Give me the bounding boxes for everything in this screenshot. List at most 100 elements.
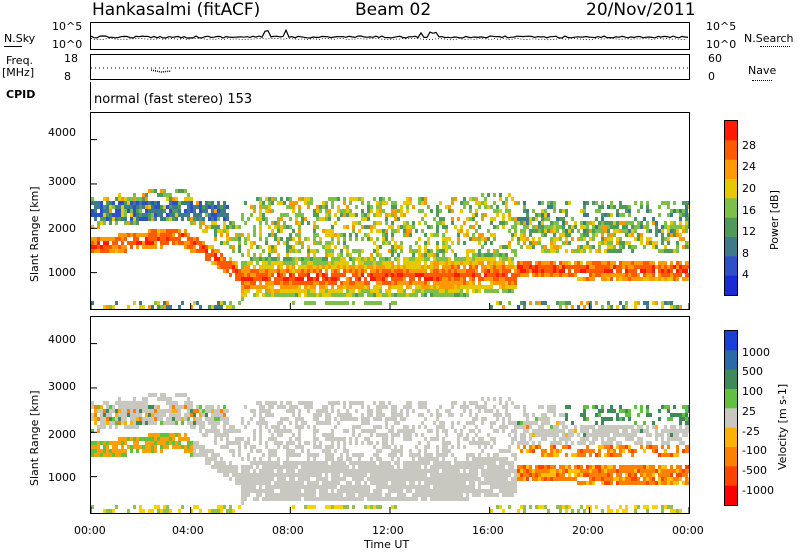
velocity-cell: [271, 449, 274, 453]
velocity-cell: [232, 441, 235, 445]
velocity-cell: [115, 417, 118, 421]
velocity-cell: [535, 429, 538, 433]
velocity-cell: [547, 469, 550, 473]
power-cell: [583, 205, 586, 209]
power-cell: [265, 273, 268, 277]
velocity-cell: [565, 505, 568, 509]
power-cell: [448, 265, 451, 269]
velocity-cell: [226, 421, 229, 425]
power-cell: [214, 257, 217, 261]
velocity-cell: [259, 429, 262, 433]
power-cell: [277, 277, 280, 281]
velocity-cell: [169, 437, 172, 441]
power-cell: [178, 209, 181, 213]
velocity-cell: [418, 441, 421, 445]
velocity-cell: [490, 473, 493, 477]
power-cell: [205, 201, 208, 205]
velocity-cell: [415, 445, 418, 449]
power-cell: [448, 237, 451, 241]
power-cell: [481, 245, 484, 249]
velocity-cell: [553, 437, 556, 441]
power-cell: [385, 273, 388, 277]
velocity-cell: [505, 401, 508, 405]
power-cell: [631, 225, 634, 229]
power-cell: [259, 237, 262, 241]
velocity-cell: [109, 413, 112, 417]
velocity-cell: [469, 421, 472, 425]
velocity-cell: [568, 445, 571, 449]
velocity-cell: [493, 465, 496, 469]
power-cell: [259, 285, 262, 289]
power-cell: [106, 205, 109, 209]
power-cell: [256, 261, 259, 265]
velocity-cell: [556, 477, 559, 481]
power-cell: [412, 281, 415, 285]
power-cell: [601, 305, 604, 309]
power-cell: [466, 273, 469, 277]
velocity-cell: [295, 425, 298, 429]
power-cell: [298, 289, 301, 293]
velocity-cell: [415, 433, 418, 437]
velocity-cell: [304, 441, 307, 445]
power-cell: [151, 229, 154, 233]
power-cell: [361, 257, 364, 261]
velocity-cell: [511, 437, 514, 441]
velocity-cell: [433, 473, 436, 477]
velocity-cell: [358, 457, 361, 461]
power-cell: [583, 201, 586, 205]
power-cell: [409, 281, 412, 285]
power-cell: [397, 225, 400, 229]
power-cell: [388, 249, 391, 253]
power-cell: [421, 285, 424, 289]
velocity-cell: [190, 445, 193, 449]
velocity-cell: [565, 469, 568, 473]
velocity-cell: [403, 469, 406, 473]
power-cell: [235, 269, 238, 273]
velocity-cell: [328, 413, 331, 417]
power-cell: [589, 301, 592, 305]
power-cell: [145, 245, 148, 249]
power-cell: [190, 245, 193, 249]
power-cell: [223, 229, 226, 233]
power-cell: [403, 281, 406, 285]
power-cell: [217, 229, 220, 233]
power-cell: [424, 253, 427, 257]
velocity-cell: [325, 485, 328, 489]
velocity-cell: [367, 489, 370, 493]
velocity-cell: [433, 481, 436, 485]
velocity-cell: [496, 429, 499, 433]
power-cell: [406, 281, 409, 285]
velocity-cell: [382, 473, 385, 477]
velocity-cell: [460, 413, 463, 417]
power-cell: [238, 237, 241, 241]
velocity-cell: [475, 425, 478, 429]
velocity-cell: [538, 473, 541, 477]
power-cell: [541, 265, 544, 269]
velocity-cell: [469, 461, 472, 465]
power-cell: [442, 293, 445, 297]
power-cell: [148, 213, 151, 217]
power-cell: [490, 289, 493, 293]
power-cell: [169, 213, 172, 217]
velocity-cell: [148, 413, 151, 417]
velocity-cell: [307, 477, 310, 481]
velocity-cell: [142, 397, 145, 401]
velocity-cell: [442, 477, 445, 481]
velocity-cell: [316, 417, 319, 421]
velocity-cell: [247, 473, 250, 477]
velocity-cell: [256, 465, 259, 469]
power-cell: [550, 245, 553, 249]
power-cell: [631, 245, 634, 249]
power-cell: [565, 229, 568, 233]
power-cell: [628, 265, 631, 269]
power-cell: [163, 233, 166, 237]
velocity-cell: [586, 417, 589, 421]
power-cell: [466, 289, 469, 293]
power-cell: [223, 221, 226, 225]
velocity-cell: [127, 409, 130, 413]
velocity-cell: [241, 421, 244, 425]
power-cell: [592, 245, 595, 249]
power-cell: [289, 265, 292, 269]
power-cell: [340, 281, 343, 285]
power-cell: [229, 257, 232, 261]
